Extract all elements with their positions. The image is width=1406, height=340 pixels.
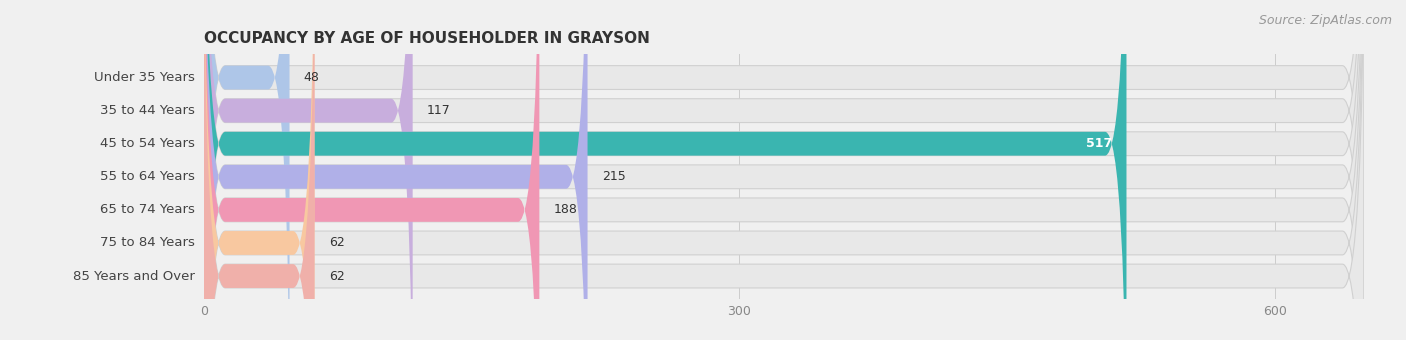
- FancyBboxPatch shape: [204, 0, 290, 340]
- Text: 85 Years and Over: 85 Years and Over: [73, 270, 194, 283]
- FancyBboxPatch shape: [204, 0, 413, 340]
- Text: 62: 62: [329, 270, 344, 283]
- Text: 117: 117: [427, 104, 451, 117]
- Text: 188: 188: [554, 203, 578, 216]
- FancyBboxPatch shape: [204, 0, 1126, 340]
- Text: Under 35 Years: Under 35 Years: [94, 71, 194, 84]
- FancyBboxPatch shape: [204, 0, 1364, 340]
- FancyBboxPatch shape: [204, 0, 1364, 340]
- Text: OCCUPANCY BY AGE OF HOUSEHOLDER IN GRAYSON: OCCUPANCY BY AGE OF HOUSEHOLDER IN GRAYS…: [204, 31, 650, 46]
- FancyBboxPatch shape: [204, 0, 1364, 340]
- Text: 45 to 54 Years: 45 to 54 Years: [100, 137, 194, 150]
- Text: 35 to 44 Years: 35 to 44 Years: [100, 104, 194, 117]
- Text: 75 to 84 Years: 75 to 84 Years: [100, 236, 194, 250]
- FancyBboxPatch shape: [204, 0, 315, 340]
- Text: 65 to 74 Years: 65 to 74 Years: [100, 203, 194, 216]
- Text: 517: 517: [1085, 137, 1112, 150]
- FancyBboxPatch shape: [204, 0, 315, 340]
- Text: Source: ZipAtlas.com: Source: ZipAtlas.com: [1258, 14, 1392, 27]
- Text: 55 to 64 Years: 55 to 64 Years: [100, 170, 194, 183]
- FancyBboxPatch shape: [204, 0, 1364, 340]
- FancyBboxPatch shape: [204, 0, 540, 340]
- FancyBboxPatch shape: [204, 0, 588, 340]
- Text: 215: 215: [602, 170, 626, 183]
- FancyBboxPatch shape: [204, 0, 1364, 340]
- FancyBboxPatch shape: [204, 0, 1364, 340]
- FancyBboxPatch shape: [204, 0, 1364, 340]
- Text: 48: 48: [304, 71, 319, 84]
- Text: 62: 62: [329, 236, 344, 250]
